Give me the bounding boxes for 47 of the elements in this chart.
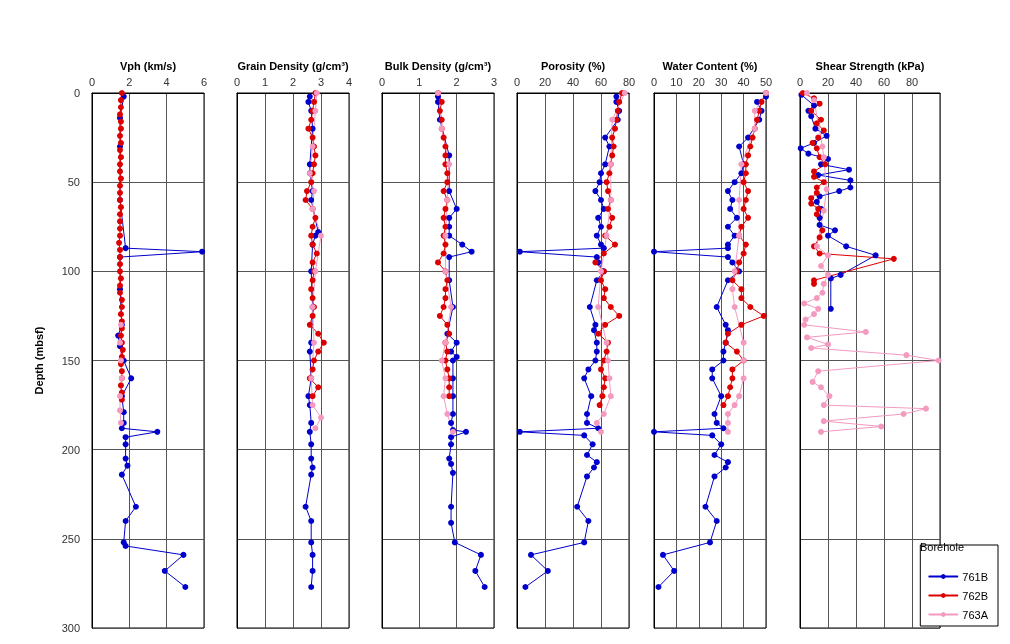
y-tick-label: 150 [61, 354, 80, 367]
y-tick-label: 250 [61, 532, 80, 545]
y-tick-label: 200 [61, 443, 80, 456]
legend-title: Borehole [919, 540, 965, 553]
x-tick-label: 0 [650, 75, 658, 88]
x-tick-label: 4 [163, 75, 170, 88]
x-tick-label: 3 [490, 75, 498, 88]
x-axis-title: Water Content (%) [662, 59, 758, 72]
legend-label: 763A [962, 608, 989, 621]
x-tick-label: 40 [849, 75, 863, 88]
x-tick-label: 60 [877, 75, 891, 88]
x-tick-label: 2 [453, 75, 460, 88]
x-tick-label: 80 [622, 75, 636, 88]
x-tick-label: 20 [821, 75, 835, 88]
x-tick-label: 40 [566, 75, 580, 88]
x-tick-label: 0 [796, 75, 804, 88]
x-tick-label: 30 [715, 75, 728, 88]
x-tick-label: 40 [737, 75, 750, 88]
y-tick-label: 100 [61, 265, 80, 278]
y-axis-title: Depth (mbsf) [32, 326, 45, 395]
x-tick-label: 20 [538, 75, 552, 88]
x-tick-label: 1 [261, 75, 269, 88]
y-tick-label: 50 [67, 176, 80, 189]
x-tick-label: 2 [126, 75, 133, 88]
x-tick-label: 3 [317, 75, 325, 88]
y-tick-label: 0 [73, 87, 80, 99]
y-tick-label: 300 [61, 622, 80, 634]
x-axis-title: Shear Strength (kPa) [815, 59, 925, 72]
x-axis-title: Vph (km/s) [119, 59, 177, 72]
x-axis-title: Porosity (%) [540, 59, 606, 72]
x-tick-label: 0 [233, 75, 241, 88]
x-tick-label: 1 [416, 75, 423, 88]
x-axis-title: Bulk Density (g/cm³) [384, 59, 492, 72]
x-tick-label: 0 [378, 75, 386, 88]
x-tick-label: 0 [88, 75, 96, 88]
x-tick-label: 4 [345, 75, 353, 88]
x-tick-label: 50 [759, 75, 773, 88]
x-tick-label: 0 [513, 75, 521, 88]
x-tick-label: 60 [594, 75, 608, 88]
x-tick-label: 2 [289, 75, 297, 88]
x-tick-label: 10 [670, 75, 683, 88]
x-tick-label: 20 [692, 75, 705, 88]
legend-label: 761B [962, 570, 989, 583]
x-tick-label: 80 [905, 75, 919, 88]
legend-label: 762B [962, 589, 989, 602]
x-tick-label: 6 [200, 75, 208, 88]
x-axis-title: Grain Density (g/cm³) [237, 59, 349, 72]
